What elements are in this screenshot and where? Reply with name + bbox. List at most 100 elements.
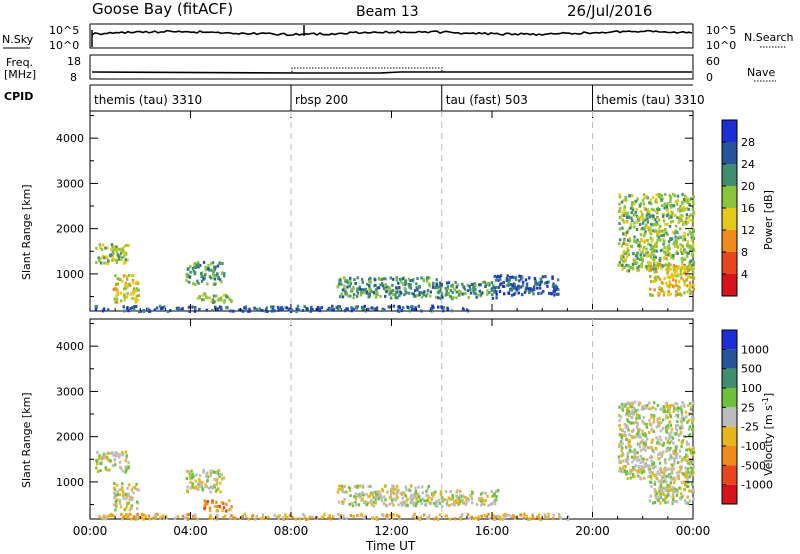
data-cell	[418, 285, 421, 288]
data-cell	[661, 418, 665, 422]
data-cell	[665, 426, 668, 430]
data-cell	[625, 460, 629, 464]
data-cell	[676, 245, 680, 249]
data-cell	[644, 461, 647, 465]
data-cell	[423, 499, 426, 503]
data-cell	[358, 287, 362, 291]
data-cell	[628, 472, 631, 476]
data-cell	[389, 491, 393, 495]
data-cell	[684, 483, 687, 487]
data-cell	[627, 215, 630, 219]
data-cell	[622, 214, 626, 217]
data-cell	[191, 475, 195, 479]
data-cell	[386, 285, 389, 289]
data-cell	[626, 211, 629, 215]
velocity-y-axis-title: Slant Range [km]	[20, 392, 33, 488]
data-cell	[652, 229, 655, 233]
data-cell	[197, 281, 200, 285]
data-cell	[421, 491, 425, 495]
data-cell	[377, 497, 380, 501]
data-cell	[640, 256, 643, 260]
data-cell	[630, 216, 633, 220]
data-cell	[678, 449, 682, 453]
data-cell	[685, 442, 689, 446]
data-cell	[641, 199, 645, 203]
data-cell	[688, 261, 692, 264]
data-cell	[344, 307, 348, 311]
data-cell	[460, 514, 464, 518]
data-cell	[633, 468, 637, 472]
data-cell	[495, 296, 498, 300]
data-cell	[644, 239, 647, 243]
data-cell	[679, 426, 682, 430]
data-cell	[441, 504, 444, 508]
data-cell	[266, 310, 269, 313]
data-cell	[691, 236, 695, 240]
data-cell	[679, 249, 683, 253]
data-cell	[381, 309, 384, 313]
data-cell	[638, 204, 642, 207]
data-cell	[436, 517, 440, 521]
data-cell	[680, 405, 683, 409]
data-cell	[354, 497, 357, 501]
data-cell	[490, 287, 494, 291]
data-cell	[418, 517, 421, 521]
data-cell	[409, 501, 412, 505]
data-cell	[212, 270, 215, 274]
data-cell	[650, 265, 653, 269]
data-cell	[642, 247, 645, 251]
data-cell	[634, 211, 637, 214]
data-cell	[619, 444, 623, 448]
data-cell	[662, 492, 666, 496]
data-cell	[657, 499, 660, 502]
data-cell	[636, 266, 639, 270]
data-cell	[341, 500, 344, 504]
data-cell	[270, 305, 273, 309]
data-cell	[169, 309, 172, 313]
data-cell	[417, 492, 420, 496]
data-cell	[666, 483, 669, 487]
data-cell	[223, 274, 226, 278]
data-cell	[133, 290, 136, 294]
data-cell	[626, 238, 630, 242]
data-cell	[479, 492, 483, 496]
data-cell	[478, 289, 481, 293]
data-cell	[676, 490, 679, 494]
data-cell	[111, 245, 114, 249]
data-cell	[679, 430, 683, 434]
data-cell	[421, 485, 424, 489]
data-cell	[285, 306, 289, 310]
data-cell	[687, 442, 690, 446]
data-cell	[658, 468, 661, 472]
data-cell	[457, 499, 461, 503]
data-cell	[682, 472, 685, 476]
data-cell	[688, 288, 691, 292]
data-cell	[466, 497, 469, 501]
data-cell	[204, 483, 207, 487]
data-cell	[137, 294, 141, 297]
data-cell	[658, 417, 661, 420]
data-cell	[627, 264, 630, 267]
data-cell	[414, 306, 417, 310]
cpid-segment-label: rbsp 200	[295, 93, 348, 107]
data-cell	[655, 244, 658, 248]
data-cell	[404, 281, 408, 285]
data-cell	[681, 258, 684, 262]
data-cell	[656, 211, 659, 215]
data-cell	[389, 489, 393, 493]
data-cell	[113, 496, 116, 500]
data-cell	[118, 455, 121, 459]
data-cell	[279, 306, 282, 310]
data-cell	[670, 475, 673, 479]
data-cell	[392, 484, 396, 488]
data-cell	[686, 217, 690, 221]
data-cell	[642, 443, 645, 447]
data-cell	[643, 232, 646, 236]
data-cell	[206, 296, 209, 300]
data-cell	[352, 285, 355, 289]
data-cell	[658, 285, 661, 289]
data-cell	[247, 309, 250, 313]
data-cell	[427, 498, 430, 502]
data-cell	[348, 488, 352, 492]
